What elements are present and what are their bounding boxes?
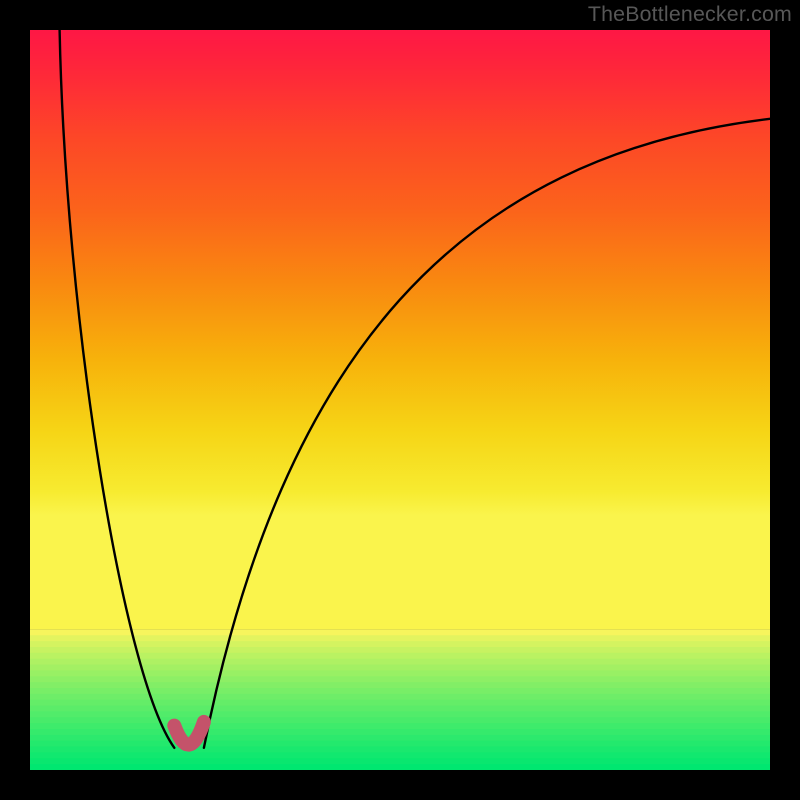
color-band (30, 735, 770, 741)
color-band (30, 653, 770, 659)
bottleneck-chart (0, 0, 800, 800)
color-band (30, 723, 770, 729)
color-band (30, 641, 770, 647)
color-band (30, 711, 770, 717)
color-band (30, 670, 770, 676)
color-band (30, 764, 770, 770)
color-band (30, 694, 770, 700)
color-band (30, 676, 770, 682)
color-band (30, 752, 770, 758)
color-band (30, 717, 770, 723)
color-band (30, 747, 770, 753)
color-band (30, 647, 770, 653)
heat-gradient (30, 30, 770, 629)
color-band (30, 688, 770, 694)
color-band (30, 758, 770, 764)
plot-area (30, 30, 770, 771)
color-band (30, 741, 770, 747)
color-band (30, 700, 770, 706)
chart-canvas: TheBottlenecker.com (0, 0, 800, 800)
color-band (30, 629, 770, 635)
color-band (30, 706, 770, 712)
color-band (30, 682, 770, 688)
bottom-color-bands (30, 629, 770, 770)
color-band (30, 729, 770, 735)
color-band (30, 635, 770, 641)
